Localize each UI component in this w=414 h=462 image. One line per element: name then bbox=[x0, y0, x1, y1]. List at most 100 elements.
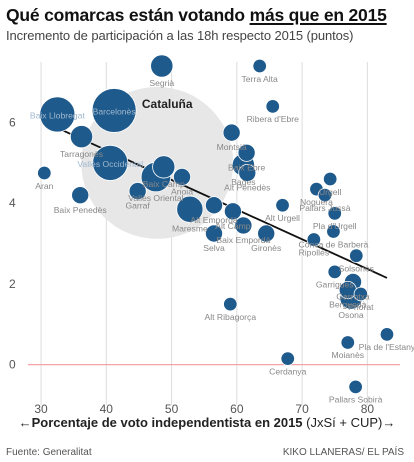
point-label-baix-llobregat: Baix Llobregat bbox=[30, 110, 86, 120]
point-montsia bbox=[222, 123, 241, 142]
point-label-tarragones: Tarragonès bbox=[60, 149, 103, 159]
point-conca-de-barbera bbox=[326, 224, 341, 239]
point-label-urgell: Urgell bbox=[319, 187, 342, 197]
point-barcelones bbox=[91, 88, 137, 133]
point-maresme bbox=[176, 195, 204, 223]
point-baix-penedes bbox=[71, 186, 90, 205]
point-baix-camp bbox=[152, 155, 176, 179]
point-label-cerdanya: Cerdanya bbox=[269, 366, 306, 376]
y-tick-label-0: 0 bbox=[9, 358, 16, 372]
point-girones bbox=[257, 224, 276, 243]
point-segria bbox=[150, 54, 174, 78]
point-label-alt-urgell: Alt Urgell bbox=[265, 213, 300, 223]
point-label-bages: Bages bbox=[231, 177, 255, 187]
title-lead: Qué comarcas están votando bbox=[6, 5, 250, 25]
point-label-pla-de-l-estany: Pla de l'Estany bbox=[359, 342, 414, 352]
point-baix-llobregat bbox=[39, 96, 76, 133]
point-alt-camp bbox=[223, 202, 242, 221]
point-label-osona: Osona bbox=[338, 310, 364, 320]
labels-layer: Segrià Terra Alta Barcelonès Ribera d'Ebre B… bbox=[30, 74, 414, 405]
point-alt-emporda bbox=[204, 196, 223, 215]
point-label-baix-camp: Baix Camp bbox=[143, 179, 185, 189]
point-valles-occidental bbox=[92, 144, 129, 181]
point-alt-urgell bbox=[275, 198, 290, 213]
point-label-girones: Gironès bbox=[251, 243, 281, 253]
point-label-conca-de-barbera: Conca de Barberà bbox=[299, 239, 369, 249]
point-solsones bbox=[349, 248, 364, 263]
point-label-garrotxa: Garrotxa bbox=[336, 292, 370, 302]
point-label-anoia: Anoia bbox=[171, 187, 193, 197]
point-selva bbox=[204, 224, 223, 243]
point-pla-d-urgell bbox=[327, 206, 342, 221]
point-label-garraf: Garraf bbox=[125, 201, 150, 211]
point-label-baix-emporda: Baix Empordà bbox=[216, 235, 270, 245]
ticks-layer: 30 40 50 60 70 80 0 2 4 6 bbox=[9, 116, 374, 416]
x-tick-label-30: 30 bbox=[34, 402, 48, 416]
credit-note: KIKO LLANERAS/ EL PAÍS bbox=[282, 447, 404, 458]
point-label-priorat: Priorat bbox=[348, 302, 374, 312]
point-label-baix-penedes: Baix Penedès bbox=[54, 205, 107, 215]
y-tick-label-6: 6 bbox=[9, 116, 16, 130]
source-note: Fuente: Generalitat bbox=[6, 447, 92, 458]
x-axis-arrow-left: ← bbox=[18, 415, 32, 430]
x-tick-label-70: 70 bbox=[295, 402, 309, 416]
points-layer bbox=[37, 54, 395, 395]
point-garraf bbox=[128, 182, 147, 201]
point-pla-de-l-estany bbox=[379, 327, 395, 342]
point-label-maresme: Maresme bbox=[172, 223, 208, 233]
chart-subtitle: Incremento de participación a las 18h re… bbox=[6, 28, 354, 43]
point-tarragones bbox=[69, 125, 94, 149]
point-baix-emporda bbox=[234, 216, 253, 235]
point-moianes bbox=[340, 335, 355, 350]
point-label-pallars-sobira: Pallars Sobirà bbox=[329, 395, 383, 405]
point-label-aran: Aran bbox=[35, 181, 53, 191]
point-label-alt-penedes: Alt Penedès bbox=[224, 183, 270, 193]
x-axis-label-detail: (JxSí + CUP) bbox=[302, 415, 383, 430]
point-label-valles-occidental: Vallès Occidental bbox=[77, 159, 143, 169]
point-ripolles bbox=[306, 232, 322, 247]
point-anoia bbox=[173, 168, 192, 187]
aggregate-label: Cataluña bbox=[142, 97, 193, 111]
point-alt-ribagorca bbox=[223, 296, 238, 312]
point-label-terra-alta: Terra Alta bbox=[242, 74, 279, 84]
point-ribera-d-ebre bbox=[265, 99, 280, 114]
point-terra-alta bbox=[252, 58, 267, 74]
point-label-valles-oriental: Vallès Oriental bbox=[128, 193, 183, 203]
point-label-ripolles: Ripollès bbox=[299, 247, 330, 257]
point-label-selva: Selva bbox=[203, 243, 225, 253]
y-tick-label-4: 4 bbox=[9, 196, 16, 210]
y-tick-label-2: 2 bbox=[9, 277, 16, 291]
point-label-moianes: Moianès bbox=[332, 350, 364, 360]
point-label-noguera: Noguera bbox=[300, 197, 333, 207]
point-label-segria: Segrià bbox=[149, 78, 174, 88]
point-label-baix-ebre: Baix Ebre bbox=[228, 162, 265, 172]
point-pallars-sobira bbox=[348, 379, 363, 395]
point-priorat bbox=[353, 286, 369, 302]
point-label-solsones: Solsonès bbox=[339, 263, 374, 273]
x-tick-label-40: 40 bbox=[100, 402, 114, 416]
point-label-alt-ribagorca: Alt Ribagorça bbox=[205, 312, 257, 322]
point-label-pla-d-urgell: Pla d'Urgell bbox=[313, 221, 357, 231]
point-label-alt-emporda: Alt Empordà bbox=[190, 215, 238, 225]
point-label-garrigues: Garrigues bbox=[316, 280, 354, 290]
x-axis-label: ←Porcentaje de voto independentista en 2… bbox=[0, 415, 414, 430]
point-label-barcelones: Barcelonès bbox=[93, 106, 136, 116]
x-axis-label-main: Porcentaje de voto independentista en 20… bbox=[31, 415, 303, 430]
point-alt-penedes bbox=[238, 163, 257, 182]
point-label-alt-camp: Alt Camp bbox=[215, 221, 251, 231]
point-baix-ebre bbox=[237, 143, 256, 162]
point-garrigues bbox=[327, 264, 342, 280]
point-label-ribera-d-ebre: Ribera d'Ebre bbox=[247, 114, 299, 124]
point-label-bergueda: Berguedà bbox=[329, 300, 366, 310]
point-label-pallars-jussa: Pallars Jussà bbox=[299, 203, 350, 213]
point-cerdanya bbox=[280, 351, 295, 366]
point-aran bbox=[37, 165, 52, 181]
point-label-montsia: Montsià bbox=[217, 142, 247, 152]
x-tick-label-80: 80 bbox=[361, 402, 375, 416]
title-emphasis: más que en 2015 bbox=[249, 5, 387, 25]
x-tick-label-60: 60 bbox=[230, 402, 244, 416]
chart-title: Qué comarcas están votando más que en 20… bbox=[6, 5, 387, 26]
point-pallars-jussa bbox=[317, 187, 333, 203]
x-axis-arrow-right: → bbox=[382, 415, 396, 430]
